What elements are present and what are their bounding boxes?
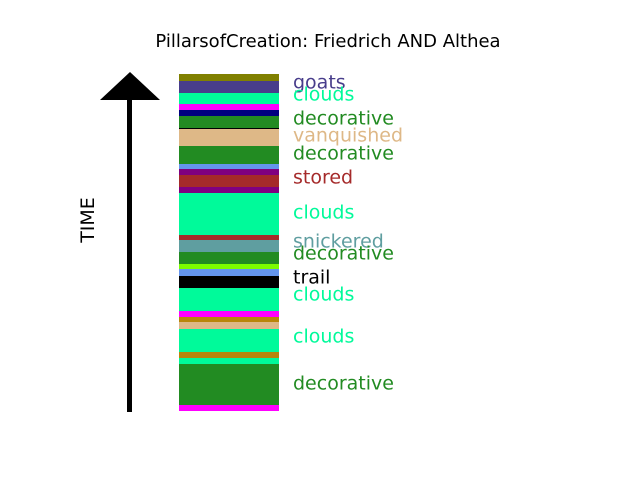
stratum-layer (179, 128, 279, 129)
stratum-layer (179, 175, 279, 187)
stratum-label: trail (293, 266, 331, 289)
stratum-layer (179, 329, 279, 352)
stratum-layer (179, 264, 279, 269)
stratum-label: clouds (293, 83, 355, 106)
stratum-layer (179, 317, 279, 322)
time-arrow-head-icon (100, 72, 160, 100)
stratum-layer (179, 276, 279, 288)
stratum-layer (179, 193, 279, 235)
stratum-layer (179, 146, 279, 164)
stratum-layer (179, 104, 279, 110)
diagram-title: PillarsofCreation: Friedrich AND Althea (155, 31, 501, 52)
stratum-label: stored (293, 166, 354, 189)
stratum-layer (179, 358, 279, 364)
stratum-layer (179, 129, 279, 146)
stratum-layer (179, 110, 279, 116)
stratum-layer (179, 93, 279, 104)
stratum-layer (179, 405, 279, 411)
stratum-layer (179, 322, 279, 329)
stratum-layer (179, 74, 279, 81)
stratum-layer (179, 352, 279, 358)
stratum-label: decorative (293, 107, 394, 130)
stratum-label: decorative (293, 142, 394, 165)
stratum-layer (179, 169, 279, 175)
stratum-layer (179, 364, 279, 405)
stratum-layer (179, 81, 279, 93)
stratum-layer (179, 252, 279, 264)
time-arrow-shaft (127, 98, 132, 412)
stratum-label: clouds (293, 283, 355, 306)
stratum-label: clouds (293, 201, 355, 224)
stratum-layer (179, 187, 279, 193)
stratum-layer (179, 269, 279, 276)
stratum-layer (179, 311, 279, 317)
stratum-layer (179, 164, 279, 169)
stratum-layer (179, 235, 279, 240)
stratum-layer (179, 240, 279, 252)
stratum-label: goats (293, 71, 346, 94)
stratum-layer (179, 288, 279, 311)
stratum-label: clouds (293, 325, 355, 348)
stratum-label: decorative (293, 242, 394, 265)
stratum-label: decorative (293, 372, 394, 395)
stratum-label: vanquished (293, 124, 404, 147)
stratum-label: snickered (293, 230, 384, 253)
stratum-layer (179, 116, 279, 128)
